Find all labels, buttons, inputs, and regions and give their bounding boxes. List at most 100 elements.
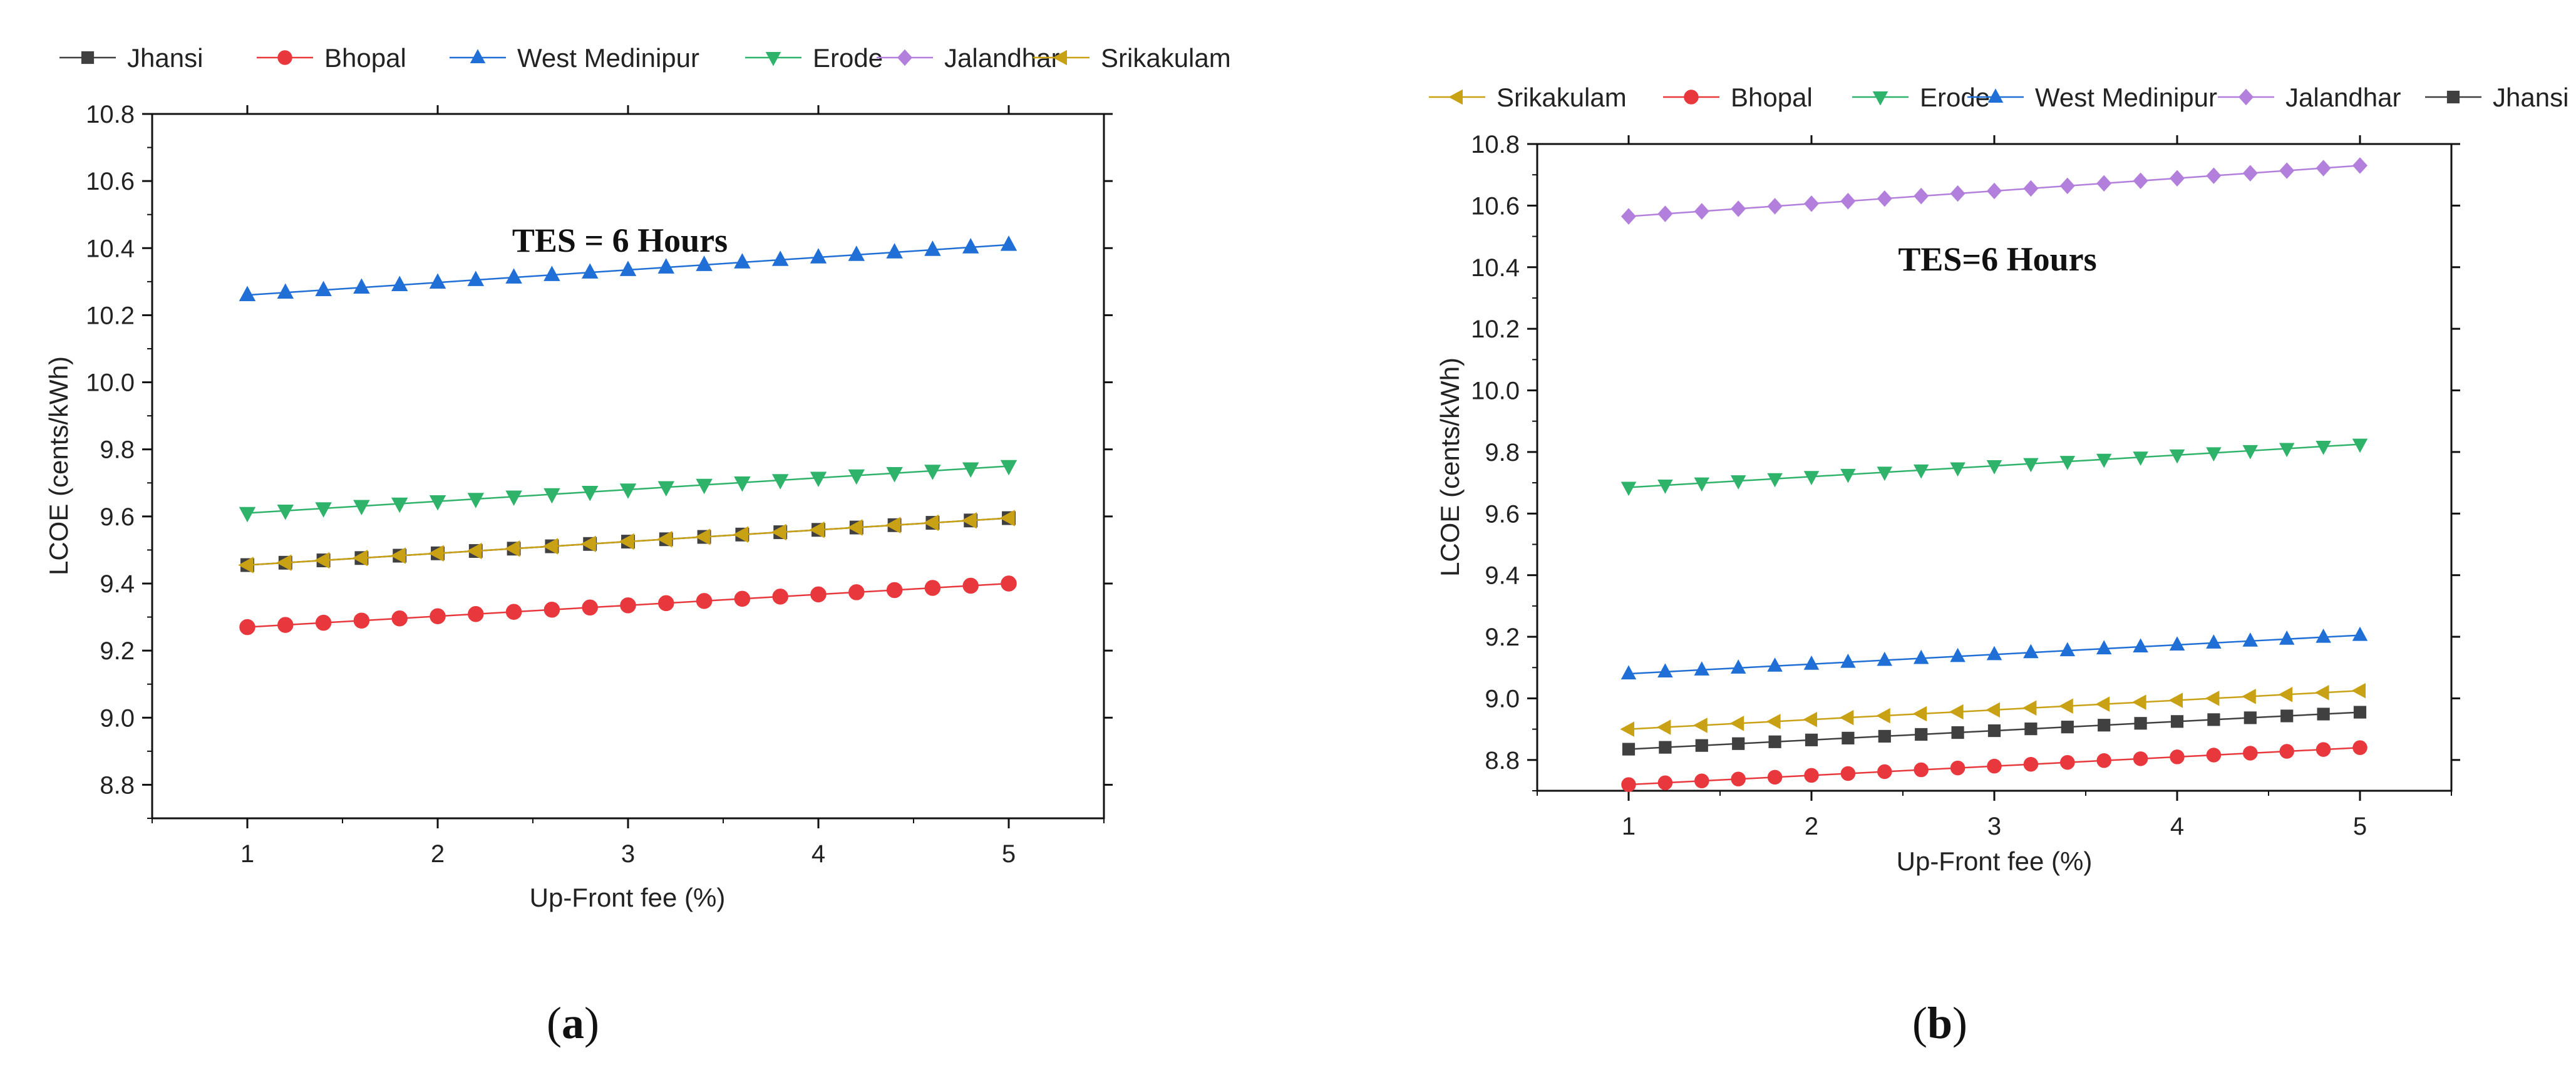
data-point-west-medinipur	[2096, 640, 2112, 655]
y-tick-label: 9.2	[100, 637, 135, 665]
x-tick-label: 5	[2353, 813, 2367, 840]
data-point-jalandhar	[1877, 190, 1892, 207]
data-point-jhansi	[2353, 706, 2367, 719]
data-point-erode	[619, 483, 637, 499]
data-point-bhopal	[1914, 762, 1929, 778]
y-tick-label: 10.8	[86, 101, 135, 128]
data-point-srikakulam	[352, 550, 368, 567]
legend-item-jalandhar: Jalandhar	[877, 43, 1059, 73]
data-point-srikakulam	[428, 545, 444, 562]
data-point-west-medinipur	[1730, 659, 1746, 674]
data-point-srikakulam	[1986, 702, 2000, 718]
annotation-b: TES=6 Hours	[1898, 240, 2096, 278]
data-point-jalandhar	[1986, 182, 2002, 200]
y-tick-label: 9.2	[1485, 624, 1520, 651]
data-point-srikakulam	[1766, 714, 1781, 729]
data-point-west-medinipur	[734, 253, 751, 269]
data-point-jhansi	[1842, 731, 1855, 744]
data-point-erode	[924, 465, 941, 480]
data-point-jalandhar	[2316, 160, 2331, 177]
legend-label: Erode	[813, 43, 883, 73]
data-point-west-medinipur	[505, 268, 522, 284]
data-point-west-medinipur	[771, 250, 789, 266]
data-point-srikakulam	[733, 526, 749, 543]
data-point-west-medinipur	[2169, 636, 2185, 651]
data-point-west-medinipur	[581, 263, 599, 279]
caption-a: (a)	[547, 998, 599, 1048]
data-point-srikakulam	[2314, 684, 2329, 701]
data-point-bhopal	[315, 614, 332, 631]
data-point-srikakulam	[961, 512, 977, 529]
y-tick-label: 9.4	[1485, 562, 1520, 590]
chart-panel-b: Srikakulam Bhopal Erode West Medinipur Jalan…	[1429, 83, 2568, 1048]
data-point-srikakulam	[2131, 694, 2146, 710]
data-point-bhopal	[1731, 771, 1746, 787]
data-point-west-medinipur	[886, 243, 903, 259]
data-point-bhopal	[2352, 740, 2367, 755]
data-point-west-medinipur	[2352, 626, 2368, 641]
data-point-jalandhar	[2206, 167, 2222, 184]
data-point-west-medinipur	[2316, 628, 2331, 643]
legend-item-jhansi: Jhansi	[2425, 83, 2568, 112]
data-point-erode	[771, 474, 789, 490]
data-point-jhansi	[2134, 717, 2147, 730]
data-point-erode	[1803, 471, 1820, 485]
data-point-jhansi	[1987, 724, 2001, 738]
data-point-jalandhar	[2169, 170, 2185, 187]
data-point-erode	[239, 507, 256, 523]
series-layer-b	[1620, 157, 2368, 792]
y-tick-label: 9.8	[100, 436, 135, 464]
x-tick-label: 2	[431, 840, 445, 868]
data-point-west-medinipur	[962, 238, 979, 254]
data-point-bhopal	[620, 597, 636, 614]
legend-marker-srikakulam	[1448, 89, 1463, 105]
data-point-jhansi	[1659, 741, 1672, 754]
data-point-erode	[1986, 460, 2002, 475]
x-tick-label: 4	[2170, 813, 2184, 840]
data-point-jhansi	[1732, 737, 1745, 750]
data-point-jalandhar	[1950, 185, 1965, 202]
data-point-bhopal	[239, 619, 255, 635]
data-point-srikakulam	[1876, 707, 1890, 724]
data-point-srikakulam	[619, 533, 634, 550]
data-point-bhopal	[391, 610, 408, 627]
data-point-srikakulam	[542, 538, 559, 555]
data-point-srikakulam	[2242, 689, 2256, 704]
data-point-erode	[1913, 464, 1929, 479]
data-point-bhopal	[544, 602, 560, 618]
data-point-jhansi	[1915, 728, 1928, 741]
data-point-west-medinipur	[429, 273, 446, 289]
data-point-west-medinipur	[924, 240, 941, 256]
data-point-erode	[315, 502, 332, 518]
legend-item-erode: Erode	[745, 43, 883, 73]
legend-label: Bhopal	[324, 43, 406, 73]
data-point-west-medinipur	[467, 270, 485, 286]
data-point-srikakulam	[2059, 698, 2073, 714]
series-erode	[239, 460, 1018, 523]
data-point-jhansi	[2024, 723, 2038, 736]
x-axis-title-b: Up-Front fee (%)	[1897, 846, 2093, 876]
data-point-bhopal	[2279, 744, 2294, 759]
legend-marker-srikakulam	[1053, 49, 1067, 66]
data-point-jhansi	[2207, 713, 2220, 726]
data-point-jhansi	[1695, 739, 1708, 752]
data-point-bhopal	[658, 595, 674, 612]
data-point-west-medinipur	[1840, 653, 1856, 668]
data-point-bhopal	[1694, 773, 1709, 789]
data-point-west-medinipur	[2279, 630, 2295, 645]
data-point-srikakulam	[1693, 718, 1708, 733]
legend-a: Jhansi Bhopal West Medinipur Erode Jalandhar…	[59, 43, 1231, 73]
data-point-erode	[2279, 443, 2295, 458]
legend-label: Srikakulam	[1101, 43, 1231, 73]
data-point-jalandhar	[2096, 175, 2112, 192]
data-point-bhopal	[1767, 769, 1783, 785]
data-point-erode	[2059, 456, 2076, 470]
y-tick-label: 10.2	[86, 302, 135, 329]
y-axis-a: 8.8 9.0 9.2 9.4 9.6 9.8 10.0 10.2 10.4 10.6 10.8	[86, 101, 1113, 819]
series-bhopal	[239, 575, 1017, 635]
data-point-jhansi	[1878, 729, 1891, 743]
data-point-jalandhar	[1767, 198, 1783, 215]
data-point-srikakulam	[999, 510, 1015, 527]
data-point-jalandhar	[2023, 180, 2039, 197]
data-point-srikakulam	[1839, 709, 1854, 726]
